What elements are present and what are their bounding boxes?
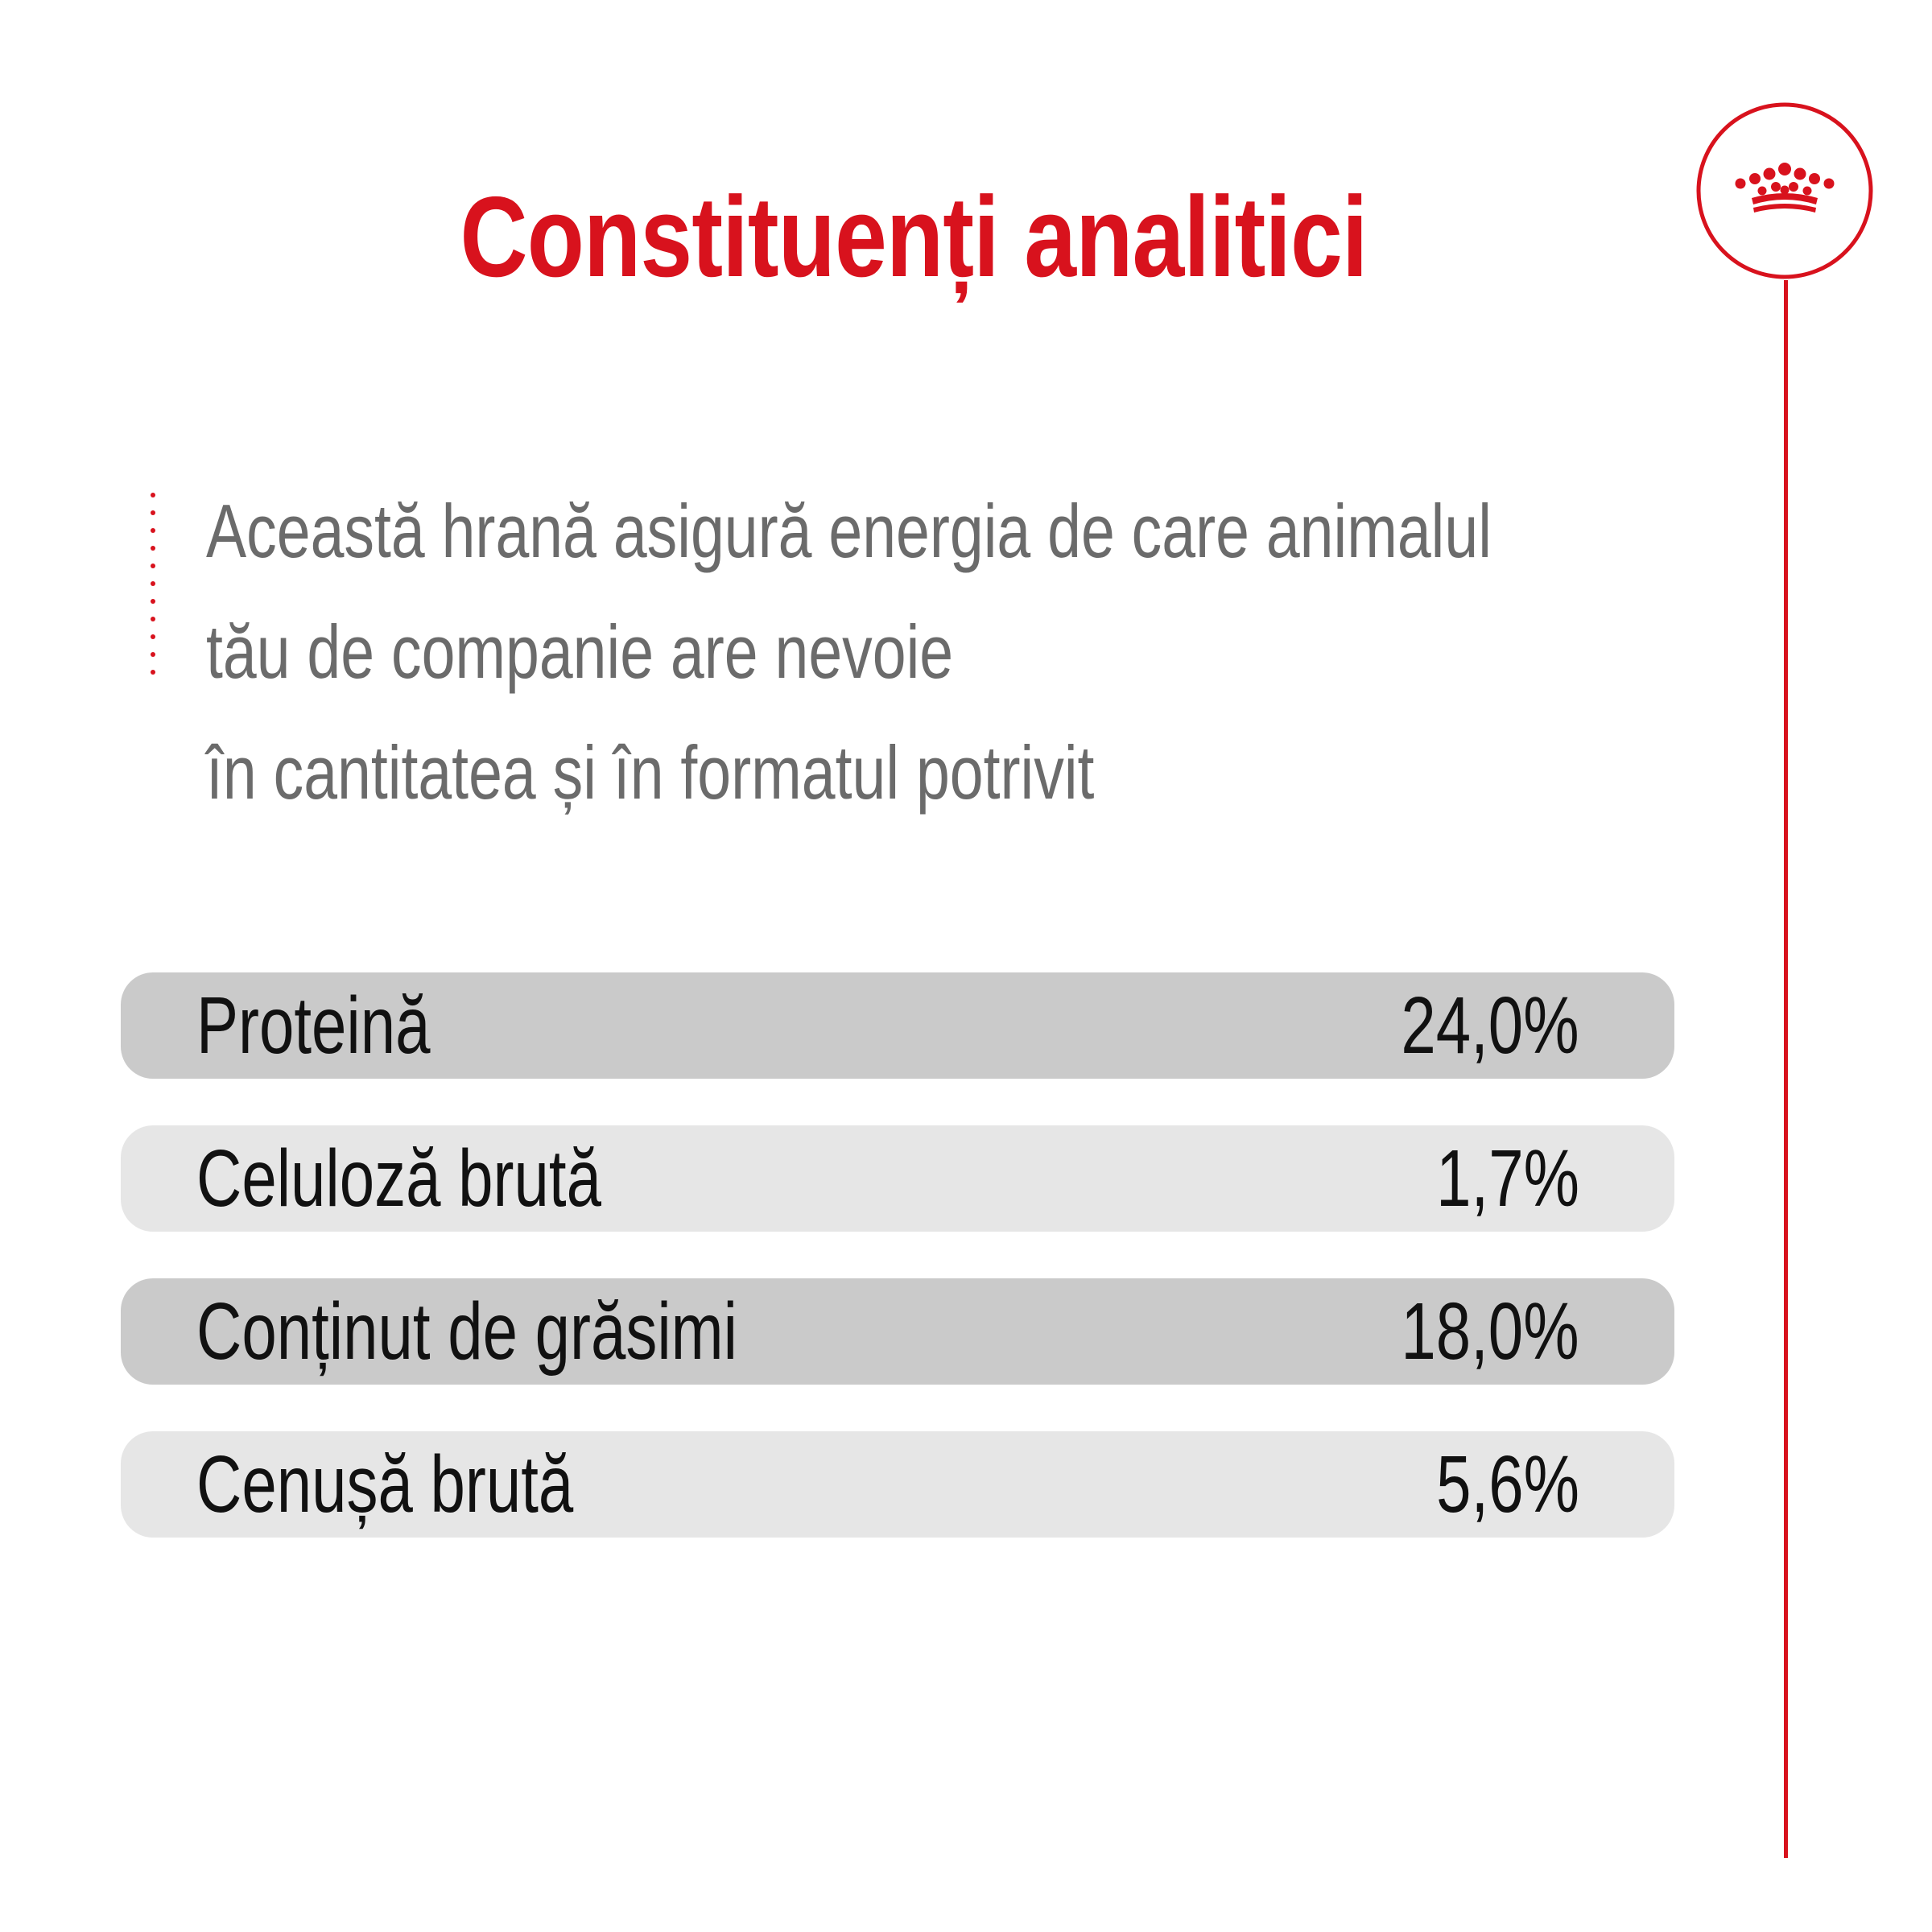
brand-logo bbox=[1695, 101, 1874, 280]
decorative-vertical-line bbox=[1784, 280, 1788, 1858]
dotted-divider bbox=[148, 493, 158, 766]
constituent-label: Cenușă brută bbox=[196, 1439, 574, 1530]
constituent-row-protein: Proteină 24,0% bbox=[121, 972, 1674, 1079]
constituent-value: 5,6% bbox=[1436, 1439, 1579, 1530]
constituent-row-fiber: Celuloză brută 1,7% bbox=[121, 1125, 1674, 1232]
constituent-row-fat: Conținut de grăsimi 18,0% bbox=[121, 1278, 1674, 1385]
description: Această hrană asigură energia de care an… bbox=[206, 471, 1492, 833]
constituent-row-ash: Cenușă brută 5,6% bbox=[121, 1431, 1674, 1538]
constituent-value: 18,0% bbox=[1401, 1286, 1579, 1377]
page-title: Constituenți analitici bbox=[460, 173, 1368, 301]
constituent-value: 24,0% bbox=[1401, 980, 1579, 1071]
constituent-value: 1,7% bbox=[1436, 1133, 1579, 1224]
constituent-label: Celuloză brută bbox=[196, 1133, 601, 1224]
constituent-label: Proteină bbox=[196, 980, 431, 1071]
constituent-label: Conținut de grăsimi bbox=[196, 1286, 737, 1377]
crown-icon bbox=[1696, 102, 1873, 279]
description-line: în cantitatea și în formatul potrivit bbox=[206, 730, 1095, 815]
description-line: tău de companie are nevoie bbox=[206, 609, 954, 694]
description-line: Această hrană asigură energia de care an… bbox=[206, 489, 1492, 573]
